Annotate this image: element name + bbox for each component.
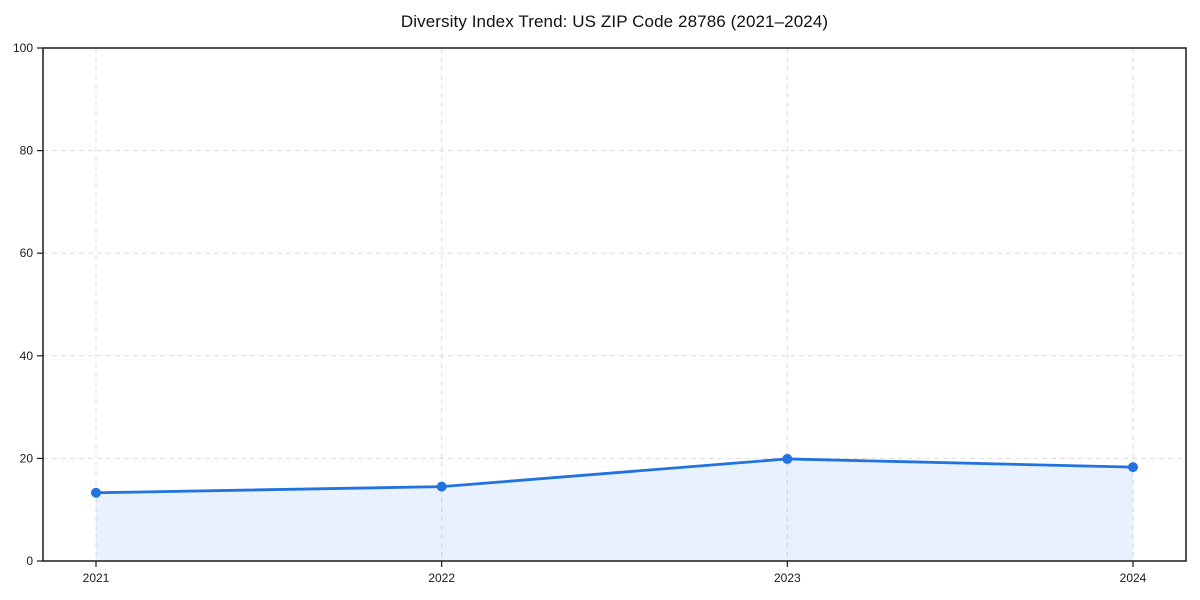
x-tick-label: 2021	[83, 571, 110, 585]
x-tick-label: 2022	[428, 571, 455, 585]
data-point-2021	[91, 487, 101, 498]
area-fill	[96, 458, 1133, 561]
trend-line	[94, 457, 1135, 495]
y-tick-label: 60	[20, 246, 34, 260]
chart-title: Diversity Index Trend: US ZIP Code 28786…	[400, 12, 829, 31]
x-tick-label: 2023	[774, 571, 801, 585]
y-tick-label: 80	[20, 144, 34, 158]
y-tick-label: 40	[20, 349, 34, 363]
data-point-2022	[436, 481, 447, 492]
data-point-2024	[1128, 462, 1138, 473]
y-tick-label: 0	[26, 554, 33, 568]
data-point-2023	[782, 453, 793, 464]
y-tick-label: 20	[20, 451, 34, 465]
plot-border	[42, 47, 1187, 562]
y-tick-label: 100	[13, 41, 33, 55]
x-tick-label: 2024	[1120, 571, 1147, 585]
